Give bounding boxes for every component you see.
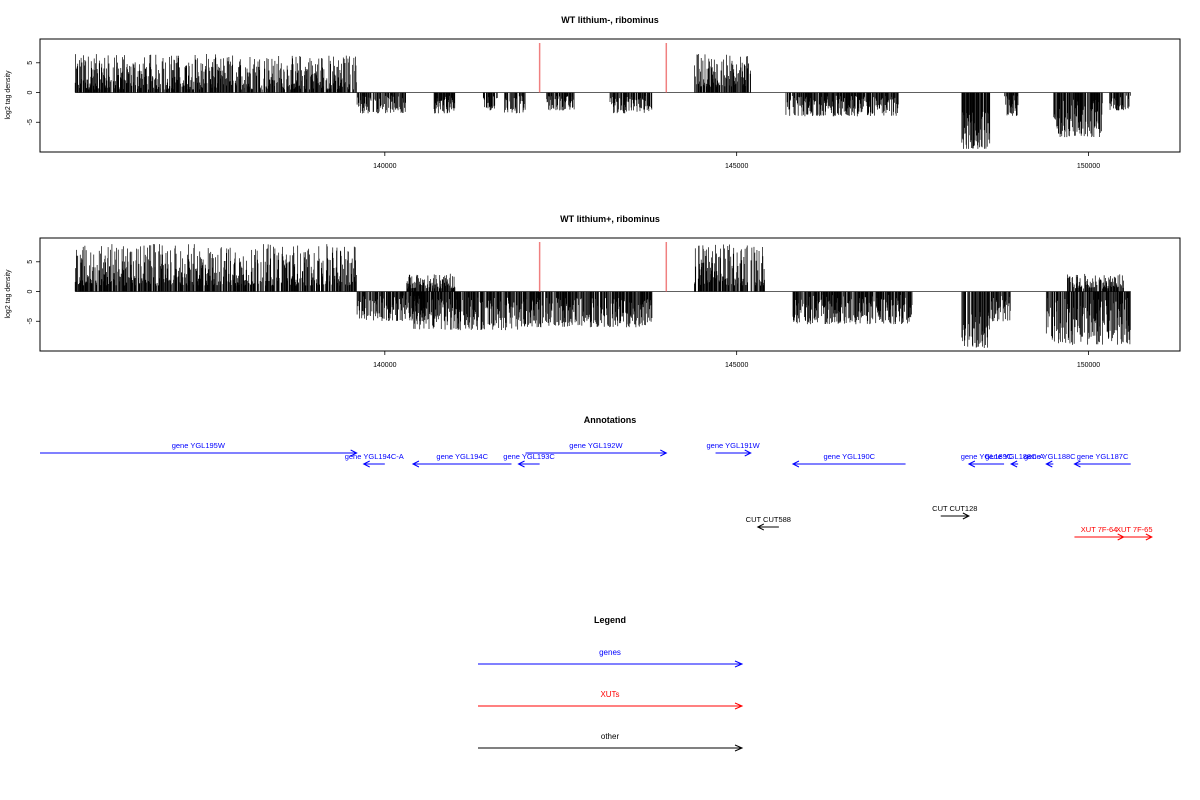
- legend-item: XUTs: [478, 690, 744, 710]
- annotation-feature: gene YGL188C: [1024, 452, 1076, 468]
- feature-arrowhead: [962, 512, 971, 520]
- feature-label: gene YGL188C: [1024, 452, 1076, 461]
- legend-arrowhead: [734, 744, 744, 752]
- y-axis-label: log2 tag density: [5, 70, 12, 120]
- annotations-title: Annotations: [584, 415, 637, 425]
- x-tick-label: 145000: [725, 163, 748, 170]
- annotation-feature: gene YGL191W: [707, 441, 761, 457]
- feature-arrowhead: [1009, 460, 1018, 468]
- annotation-feature: gene YGL194C: [411, 452, 512, 468]
- annotation-feature: gene YGL187C: [1073, 452, 1131, 468]
- feature-label: gene YGL188C-A: [985, 452, 1044, 461]
- x-tick-label: 150000: [1077, 163, 1100, 170]
- legend-label: XUTs: [600, 690, 619, 699]
- legend-title: Legend: [594, 615, 626, 625]
- legend-item: other: [478, 732, 744, 752]
- x-tick-label: 145000: [725, 362, 748, 369]
- feature-arrowhead: [1045, 460, 1053, 468]
- y-tick-label: 0: [27, 289, 34, 293]
- axes: -5 0 5 140000 145000 150000: [27, 61, 1100, 170]
- feature-arrowhead: [1073, 460, 1081, 468]
- annotation-feature: gene YGL190C: [791, 452, 906, 468]
- feature-label: gene YGL189C: [961, 452, 1013, 461]
- legend-arrowhead: [734, 702, 744, 710]
- y-tick-label: -5: [27, 318, 34, 324]
- y-tick-label: 5: [27, 61, 34, 65]
- feature-label: XUT 7F-64: [1081, 525, 1118, 534]
- axes: -5 0 5 140000 145000 150000: [27, 260, 1100, 369]
- feature-label: gene YGL190C: [823, 452, 875, 461]
- feature-label: gene YGL187C: [1077, 452, 1129, 461]
- feature-arrowhead: [362, 460, 370, 468]
- annotation-feature: gene YGL188C-A: [985, 452, 1044, 468]
- annotation-feature: gene YGL192W: [525, 441, 668, 457]
- coverage-bars: [74, 242, 1131, 348]
- feature-label: gene YGL195W: [172, 441, 226, 450]
- annotation-feature: gene YGL189C: [961, 452, 1013, 468]
- feature-label: gene YGL194C: [436, 452, 488, 461]
- legend-items: genes XUTs other: [478, 648, 744, 752]
- legend: Legend genes XUTs other: [478, 615, 744, 752]
- legend-item: genes: [478, 648, 744, 668]
- feature-label: gene YGL194C-A: [345, 452, 404, 461]
- annotation-feature: gene YGL194C-A: [345, 452, 404, 468]
- annotation-feature: gene YGL193C: [503, 452, 555, 468]
- legend-label: genes: [599, 648, 621, 657]
- feature-arrowhead: [517, 460, 525, 468]
- y-tick-label: 5: [27, 260, 34, 264]
- track-panel-lithium-plus: WT lithium+, ribominus log2 tag density …: [5, 214, 1181, 369]
- x-tick-label: 140000: [373, 362, 396, 369]
- x-tick-label: 150000: [1077, 362, 1100, 369]
- annotation-features: gene YGL195W gene YGL194C-A gene YGL194C ge…: [40, 441, 1153, 541]
- y-tick-label: 0: [27, 90, 34, 94]
- y-axis-label: log2 tag density: [5, 269, 12, 319]
- feature-label: CUT CUT588: [746, 515, 791, 524]
- plot-frame: [39, 237, 1181, 352]
- feature-label: gene YGL192W: [569, 441, 623, 450]
- feature-arrowhead: [350, 449, 358, 457]
- y-tick-label: -5: [27, 119, 34, 125]
- feature-arrowhead: [660, 449, 668, 457]
- feature-arrowhead: [791, 460, 800, 468]
- track-panel-lithium-minus: WT lithium-, ribominus log2 tag density …: [5, 15, 1181, 170]
- panel-title: WT lithium-, ribominus: [561, 15, 659, 25]
- annotation-feature: CUT CUT128: [932, 504, 977, 520]
- annotation-feature: XUT 7F-65: [1116, 525, 1153, 541]
- feature-arrowhead: [756, 523, 765, 531]
- annotation-feature: gene YGL195W: [40, 441, 358, 457]
- feature-label: gene YGL191W: [707, 441, 761, 450]
- feature-label: XUT 7F-65: [1116, 525, 1153, 534]
- coverage-bars: [74, 43, 1131, 149]
- feature-arrowhead: [411, 460, 420, 468]
- panel-title: WT lithium+, ribominus: [560, 214, 660, 224]
- feature-label: CUT CUT128: [932, 504, 977, 513]
- legend-arrowhead: [734, 660, 744, 668]
- feature-arrowhead: [1145, 533, 1153, 541]
- feature-label: gene YGL193C: [503, 452, 555, 461]
- legend-label: other: [601, 732, 620, 741]
- feature-arrowhead: [967, 460, 976, 468]
- feature-arrowhead: [744, 449, 752, 457]
- plot-frame: [39, 38, 1181, 153]
- x-tick-label: 140000: [373, 163, 396, 170]
- annotation-feature: CUT CUT588: [746, 515, 791, 531]
